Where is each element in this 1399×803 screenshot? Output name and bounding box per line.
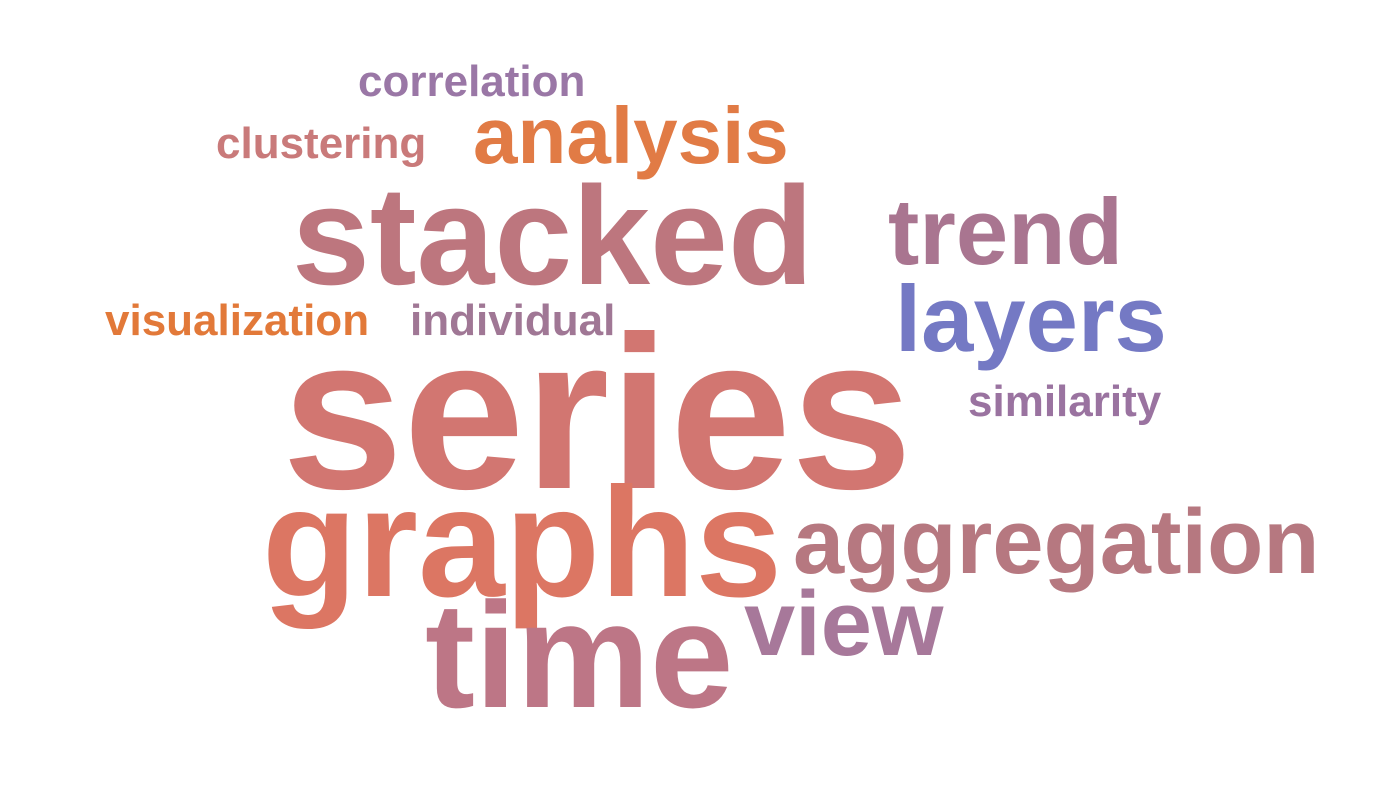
- word-trend: trend: [888, 179, 1123, 284]
- word-correlation: correlation: [358, 57, 586, 106]
- word-series: series: [282, 292, 913, 535]
- word-similarity: similarity: [968, 377, 1162, 426]
- word-graphs: graphs: [262, 456, 783, 630]
- word-visualization: visualization: [105, 296, 370, 345]
- word-stacked: stacked: [292, 157, 814, 314]
- word-clustering: clustering: [216, 119, 427, 168]
- word-layers: layers: [895, 266, 1167, 371]
- word-individual: individual: [410, 296, 616, 345]
- word-aggregation: aggregation: [793, 491, 1320, 593]
- word-time: time: [425, 571, 734, 739]
- word-view: view: [744, 573, 944, 675]
- word-analysis: analysis: [473, 91, 789, 180]
